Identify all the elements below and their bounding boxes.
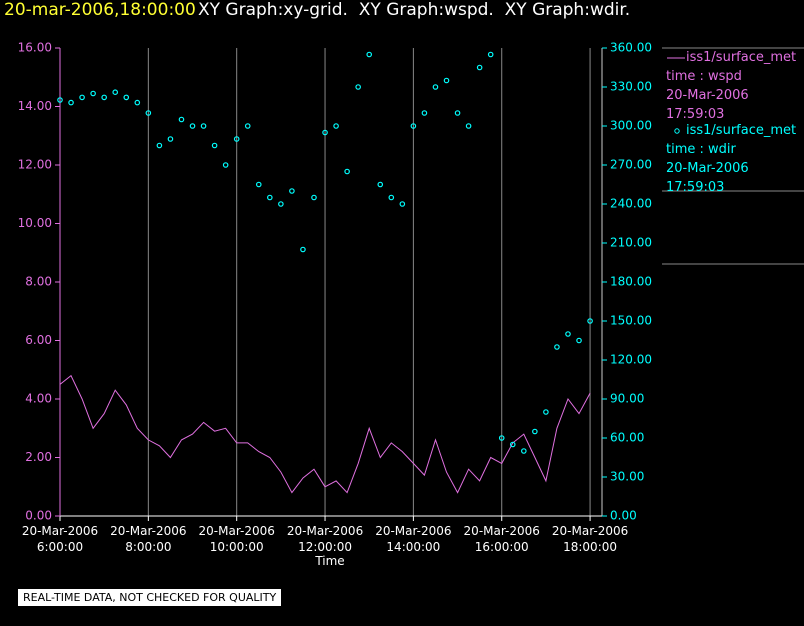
y2-tick-label: 360.00	[610, 41, 652, 55]
y2-tick-label: 180.00	[610, 275, 652, 289]
data-point	[222, 162, 229, 168]
y-tick-label: 14.00	[18, 99, 52, 113]
data-point	[509, 441, 516, 448]
data-point	[487, 51, 494, 58]
data-point	[498, 435, 505, 441]
data-point	[68, 99, 74, 106]
y2-tick-label: 330.00	[610, 80, 652, 94]
footnote: REAL-TIME DATA, NOT CHECKED FOR QUALITY	[18, 589, 282, 606]
x-tick-label: 20-Mar-2006 14:00:00	[375, 524, 452, 554]
data-point	[355, 84, 361, 90]
legend-text: 17:59:03	[666, 107, 725, 122]
data-point	[554, 344, 560, 350]
data-point	[211, 142, 218, 149]
y-tick-label: 4.00	[25, 392, 52, 406]
data-point	[410, 123, 417, 129]
data-point	[366, 51, 373, 58]
y2-tick-label: 60.00	[610, 431, 644, 445]
data-point	[101, 94, 107, 101]
y-tick-label: 8.00	[25, 275, 52, 289]
data-point	[521, 448, 527, 454]
chart-subtitle: XY Graph:xy-grid. XY Graph:wspd. XY Grap…	[198, 0, 631, 20]
y2-tick-label: 270.00	[610, 158, 652, 172]
y2-tick-label: 240.00	[610, 197, 652, 211]
legend-symbol	[674, 128, 680, 134]
data-point	[79, 94, 85, 101]
data-point	[587, 318, 593, 324]
data-point	[476, 64, 483, 71]
data-line	[59, 374, 591, 494]
data-point	[454, 110, 461, 116]
x-tick-label: 20-Mar-2006 18:00:00	[551, 524, 629, 554]
data-point	[565, 331, 571, 337]
x-tick-label: 20-Mar-2006 10:00:00	[198, 524, 275, 554]
legend-text: 17:59:03	[666, 180, 725, 195]
x-tick-label: 20-Mar-2006 6:00:00	[21, 524, 99, 554]
data-point	[112, 89, 119, 96]
data-point	[200, 123, 207, 129]
y2-tick-label: 120.00	[610, 353, 652, 367]
data-point	[145, 110, 152, 116]
data-point	[388, 194, 395, 201]
data-point	[289, 188, 295, 194]
data-point	[465, 123, 472, 129]
data-point	[267, 194, 273, 201]
data-point	[134, 99, 141, 106]
data-point	[532, 428, 538, 435]
x-tick-label: 20-Mar-2006 8:00:00	[110, 524, 187, 554]
chart-title: 20-mar-2006,18:00:00	[4, 0, 196, 20]
y2-tick-label: 30.00	[610, 470, 644, 484]
y-tick-label: 0.00	[25, 509, 52, 523]
y2-tick-label: 150.00	[610, 314, 652, 328]
y2-tick-label: 90.00	[610, 392, 644, 406]
data-point	[333, 123, 339, 129]
data-point	[543, 409, 549, 415]
y-tick-label: 2.00	[25, 450, 52, 464]
data-point	[255, 181, 262, 188]
y-tick-label: 16.00	[18, 41, 52, 55]
data-point	[167, 136, 174, 142]
data-point	[244, 123, 251, 129]
data-point	[322, 129, 328, 136]
data-point	[300, 246, 306, 253]
data-point	[432, 84, 439, 90]
legend-text: time : wspd	[666, 69, 742, 84]
y2-tick-label: 210.00	[610, 236, 652, 250]
legend-text: 20-Mar-2006	[666, 88, 749, 103]
data-point	[90, 90, 96, 97]
data-point	[233, 136, 240, 142]
x-tick-label: 20-Mar-2006 16:00:00	[463, 524, 540, 554]
data-point	[189, 123, 196, 129]
x-axis-label: Time	[315, 554, 345, 568]
x-tick-label: 20-Mar-2006 12:00:00	[286, 524, 364, 554]
legend-label: iss1/surface_met	[686, 123, 797, 138]
data-point	[278, 201, 284, 207]
data-point	[399, 201, 406, 207]
data-point	[156, 142, 163, 149]
y2-tick-label: 0.00	[610, 509, 637, 523]
y-tick-label: 12.00	[18, 158, 52, 172]
y-tick-label: 10.00	[18, 216, 52, 230]
y-tick-label: 6.00	[25, 333, 52, 347]
y2-tick-label: 300.00	[610, 119, 652, 133]
data-point	[377, 181, 384, 188]
data-point	[57, 97, 63, 103]
data-point	[123, 94, 130, 101]
data-point	[421, 110, 428, 116]
data-point	[576, 337, 582, 344]
legend-label: iss1/surface_met	[686, 50, 797, 65]
data-point	[344, 168, 350, 175]
legend-text: 20-Mar-2006	[666, 161, 749, 176]
data-point	[311, 194, 317, 201]
data-point	[443, 77, 450, 84]
data-point	[178, 116, 185, 123]
legend-text: time : wdir	[666, 142, 736, 157]
